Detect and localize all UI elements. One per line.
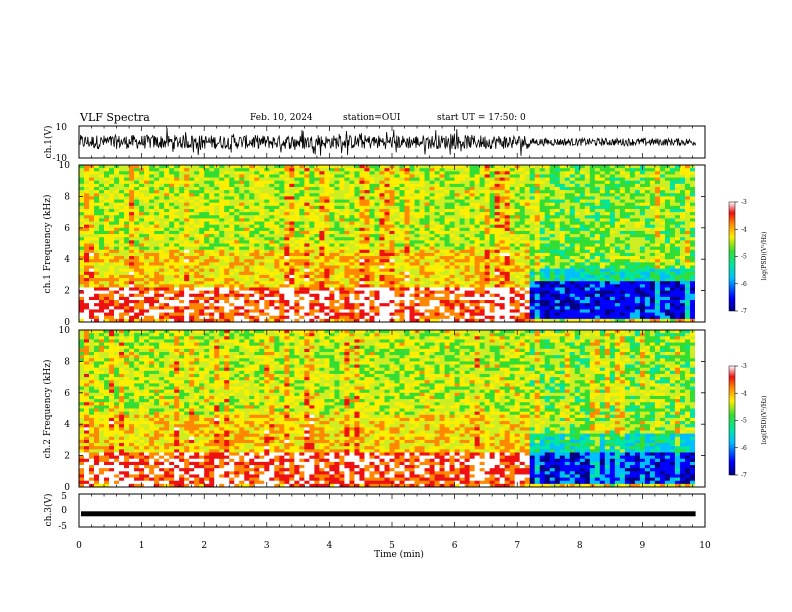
- colorbar-ch2-gradient: [728, 365, 736, 476]
- time-tick-label: 7: [514, 541, 520, 551]
- ch1-waveform-panel: 10 -10 ch.1(V): [43, 123, 706, 164]
- colorbar-ch2: -3 -4 -5 -6 -7 log(PSD)(V²/Hz): [728, 363, 768, 479]
- start-time-label: start UT = 17:50: 0: [437, 113, 526, 123]
- ch1-spectrogram-image: [79, 165, 706, 323]
- ch1-ylabel: ch.1(V): [43, 126, 54, 159]
- ch2-spectrogram-ytick-label: 10: [59, 326, 71, 336]
- ch1-spectrogram-ytick-label: 2: [64, 287, 70, 297]
- plot-title: VLF Spectra: [80, 111, 150, 124]
- ch1-ytick-bottom: -10: [53, 154, 68, 164]
- ch1-ytick-top: 10: [56, 123, 68, 133]
- station-label: station=OUI: [343, 113, 401, 123]
- ch3-signal-panel: 5 0 -5 ch.3(V): [43, 492, 706, 532]
- time-axis-label: Time (min): [374, 549, 424, 560]
- ch2-spectrogram-panel: 0 2 4 6 8 10 ch.2 Frequency (kHz): [42, 326, 706, 493]
- ch2-spectrogram-ytick-label: 4: [64, 420, 70, 430]
- ch2-spectrogram-ytick-label: 6: [64, 389, 70, 399]
- colorbar-ch1-tick-label: -3: [741, 199, 747, 206]
- ch3-signal-frame: [78, 493, 706, 528]
- colorbar-ch1-tick-label: -7: [741, 308, 747, 315]
- ch1-freq-label: ch.1 Frequency (kHz): [42, 195, 53, 294]
- ch2-spectrogram-ytick-label: 0: [64, 483, 70, 493]
- time-tick-label: 10: [699, 541, 711, 551]
- colorbar-ch2-label: log(PSD)(V²/Hz): [761, 396, 768, 445]
- ch3-ytick-top: 5: [61, 492, 67, 502]
- time-tick-label: 0: [76, 541, 82, 551]
- time-tick-label: 1: [139, 541, 145, 551]
- time-tick-label: 6: [452, 541, 458, 551]
- ch2-spectrogram-ytick-label: 2: [64, 452, 70, 462]
- colorbar-ch1: -3 -4 -5 -6 -7 log(PSD)(V²/Hz): [728, 199, 768, 315]
- time-tick-label: 3: [264, 541, 270, 551]
- colorbar-ch2-tick-label: -4: [741, 390, 747, 397]
- time-tick-label: 9: [640, 541, 646, 551]
- ch3-ytick-bottom: -5: [58, 522, 67, 532]
- colorbar-ch2-tick-label: -3: [741, 363, 747, 370]
- colorbar-ch1-tick-label: -5: [741, 254, 747, 261]
- ch2-spectrogram-image: [79, 330, 706, 488]
- ch2-spectrogram-ytick-label: 8: [64, 357, 70, 367]
- ch2-freq-label-text: ch.2 Frequency (kHz): [42, 360, 53, 459]
- colorbar-ch1-tick-label: -6: [741, 281, 747, 288]
- colorbar-ch2-tick-label: -6: [741, 445, 747, 452]
- ch1-spectrogram-ytick-label: 8: [64, 192, 70, 202]
- date-label: Feb. 10, 2024: [250, 113, 313, 123]
- ch1-spectrogram-ytick-label: 10: [59, 161, 71, 171]
- colorbar-ch2-tick-label: -5: [741, 418, 747, 425]
- ch1-freq-label-text: ch.1 Frequency (kHz): [42, 195, 53, 294]
- ch3-ylabel: ch.3(V): [43, 494, 54, 527]
- ch1-waveform-line: [79, 127, 696, 156]
- ch1-spectrogram-panel: 0 2 4 6 8 10 ch.1 Frequency (kHz): [42, 161, 706, 328]
- ch1-spectrogram-ytick-label: 0: [64, 318, 70, 328]
- time-tick-label: 2: [201, 541, 207, 551]
- time-tick-label: 4: [327, 541, 333, 551]
- ch2-freq-label: ch.2 Frequency (kHz): [42, 360, 53, 459]
- ch1-spectrogram-ytick-label: 6: [64, 224, 70, 234]
- time-axis-tick-labels: 0 1 2 3 4 5 6 7 8 9 10: [76, 541, 711, 551]
- colorbar-ch1-tick-label: -4: [741, 226, 747, 233]
- time-tick-label: 8: [577, 541, 583, 551]
- colorbar-ch1-gradient: [728, 201, 736, 312]
- colorbar-ch1-label: log(PSD)(V²/Hz): [761, 232, 768, 281]
- ch3-ytick-mid: 0: [61, 506, 67, 516]
- time-tick-label: 5: [389, 541, 395, 551]
- ch3-signal-line: [81, 511, 696, 517]
- ch1-spectrogram-ytick-label: 4: [64, 255, 70, 265]
- colorbar-ch2-tick-label: -7: [741, 472, 747, 479]
- time-axis-ticks: [78, 126, 706, 527]
